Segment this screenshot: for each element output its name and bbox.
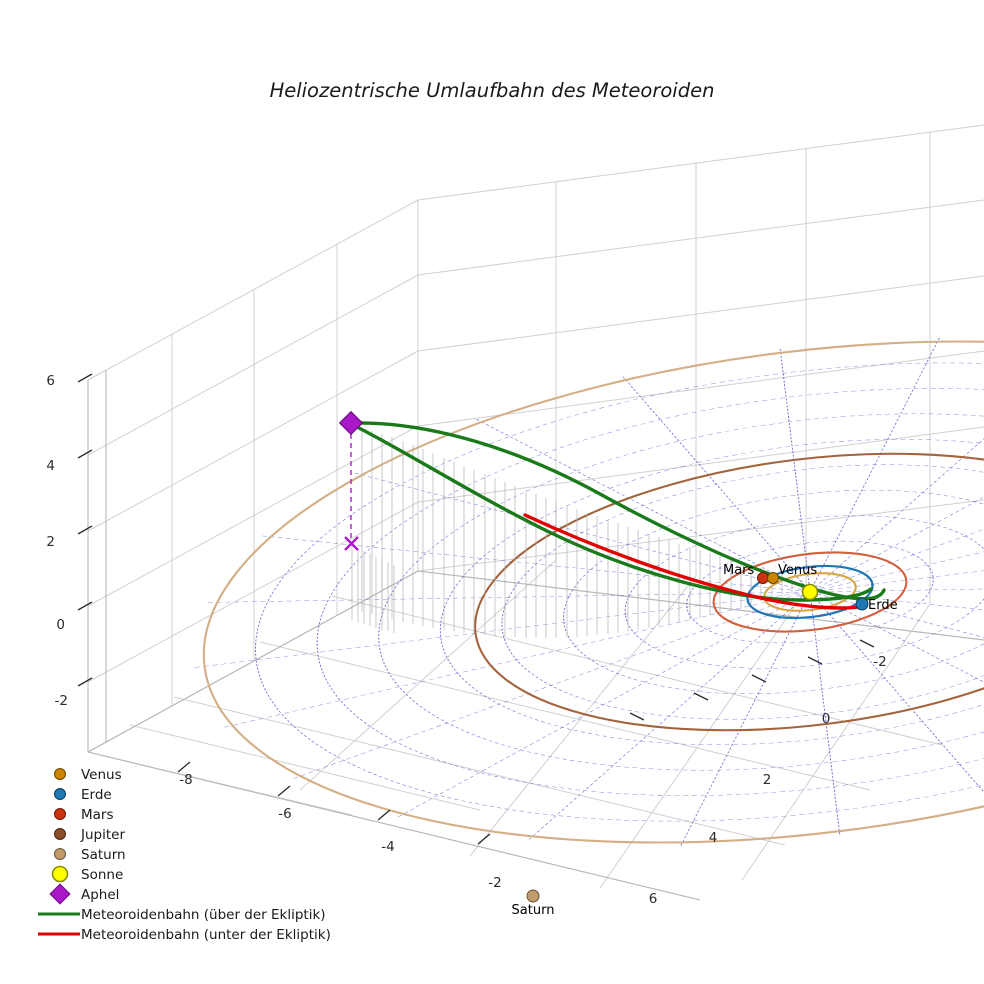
body-annotations: Mars Venus Erde Saturn — [512, 563, 898, 918]
x-tick-label: -6 — [278, 806, 291, 822]
orbit-jupiter — [474, 452, 984, 732]
x-tick-label: -2 — [488, 875, 501, 891]
legend-label: Meteoroidenbahn (über der Ekliptik) — [81, 907, 326, 923]
legend-item-saturn[interactable]: Saturn — [54, 847, 126, 863]
y-tick-label: 6 — [649, 891, 658, 907]
y-tick-label: 0 — [822, 711, 831, 727]
orbit-saturn — [202, 340, 984, 844]
legend-label: Sonne — [81, 867, 123, 883]
legend-item-aphel[interactable]: Aphel — [49, 883, 119, 905]
z-axis-tick-labels: 6 4 2 0 -2 — [46, 373, 68, 709]
body-mars — [757, 572, 769, 584]
aphel-projection-x-marker — [344, 536, 359, 551]
body-saturn — [526, 889, 540, 903]
legend-item-jupiter[interactable]: Jupiter — [54, 827, 126, 843]
aphel-marker — [338, 410, 364, 436]
label-venus: Venus — [778, 563, 817, 578]
legend: Venus Erde Mars Jupiter Saturn Sonne — [38, 767, 331, 943]
legend-item-track-above[interactable]: Meteoroidenbahn (über der Ekliptik) — [38, 907, 326, 923]
meteoroid-droplines — [351, 428, 803, 638]
legend-label: Erde — [81, 787, 112, 803]
legend-item-erde[interactable]: Erde — [54, 787, 112, 803]
mars-icon — [54, 808, 66, 820]
legend-item-sonne[interactable]: Sonne — [51, 865, 124, 884]
jupiter-icon — [54, 828, 66, 840]
y-tick-label: 2 — [763, 772, 772, 788]
legend-label: Jupiter — [80, 827, 125, 843]
x-axis-tick-labels: -8 -6 -4 -2 — [179, 772, 501, 891]
legend-item-mars[interactable]: Mars — [54, 807, 114, 823]
venus-icon — [54, 768, 66, 780]
x-tick-label: -4 — [381, 839, 394, 855]
legend-label: Aphel — [81, 887, 119, 903]
label-saturn: Saturn — [512, 903, 555, 918]
legend-label: Venus — [81, 767, 122, 783]
legend-item-venus[interactable]: Venus — [54, 767, 122, 783]
body-venus — [767, 572, 779, 584]
orbit-mars — [712, 551, 908, 633]
z-tick-label: 2 — [46, 534, 55, 550]
legend-item-track-below[interactable]: Meteoroidenbahn (unter der Ekliptik) — [38, 927, 331, 943]
orbit-earth — [746, 564, 874, 620]
sonne-icon — [51, 865, 69, 883]
z-tick-label: 0 — [56, 617, 65, 633]
y-tick-label: 4 — [709, 830, 718, 846]
body-sun — [801, 583, 819, 601]
solar-system-bodies — [526, 572, 869, 903]
saturn-icon — [54, 848, 66, 860]
aphelion-group — [338, 410, 364, 551]
x-tick-label: -8 — [179, 772, 192, 788]
axis-tick-marks — [77, 373, 875, 845]
y-axis-tick-labels: -2 0 2 4 6 — [649, 654, 887, 907]
legend-label: Meteoroidenbahn (unter der Ekliptik) — [81, 927, 331, 943]
meteoroid-track-above-ecliptic-descend — [349, 422, 873, 602]
erde-icon — [54, 788, 66, 800]
legend-label: Mars — [81, 807, 114, 823]
legend-label: Saturn — [81, 847, 126, 863]
y-tick-label: -2 — [873, 654, 886, 670]
z-tick-label: 4 — [46, 458, 55, 474]
z-tick-label: 6 — [46, 373, 55, 389]
label-mars: Mars — [723, 563, 755, 578]
page-title: Heliozentrische Umlaufbahn des Meteoroid… — [270, 79, 715, 102]
body-earth — [855, 597, 869, 611]
axis-spines — [87, 370, 984, 901]
planet-orbits — [202, 340, 984, 844]
label-erde: Erde — [868, 598, 898, 613]
aphel-icon — [49, 883, 71, 905]
meteoroid-track-below-ecliptic — [523, 513, 868, 610]
z-tick-label: -2 — [55, 693, 68, 709]
